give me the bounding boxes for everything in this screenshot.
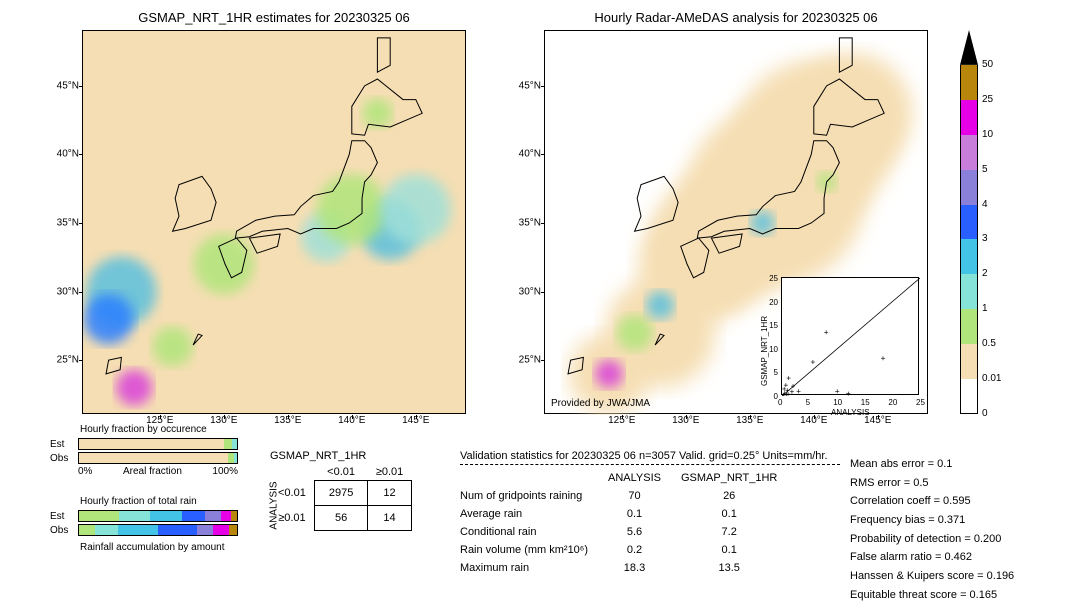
est-label2: Est [50, 511, 78, 522]
est-label: Est [50, 439, 78, 450]
contingency-block: GSMAP_NRT_1HR<0.01≥0.01<0.01297512≥0.015… [270, 450, 366, 464]
occurrence-title: Hourly fraction by occurence [80, 424, 207, 435]
totalrain-est-bar [78, 510, 238, 522]
map1-panel: 45°N40°N35°N30°N25°N125°E130°E135°E140°E… [82, 30, 466, 414]
occ-xlabel: Areal fraction [123, 466, 182, 477]
occurrence-obs-bar [78, 452, 238, 464]
map1-title: GSMAP_NRT_1HR estimates for 20230325 06 [82, 10, 466, 25]
map2-panel: 45°N40°N35°N30°N25°N125°E130°E135°E140°E… [544, 30, 928, 414]
occurrence-est-bar [78, 438, 238, 450]
occ-xright: 100% [212, 466, 238, 477]
totalrain-title: Hourly fraction of total rain [80, 496, 197, 507]
totalrain-caption: Rainfall accumulation by amount [80, 542, 225, 553]
metrics-block: Mean abs error = 0.1RMS error = 0.5Corre… [850, 455, 1014, 605]
obs-label: Obs [50, 453, 78, 464]
map2-title: Hourly Radar-AMeDAS analysis for 2023032… [544, 10, 928, 25]
totalrain-block: Hourly fraction of total rain Est Obs Ra… [50, 510, 238, 538]
validation-block: Validation statistics for 20230325 06 n=… [460, 450, 840, 577]
occ-xleft: 0% [78, 466, 92, 477]
totalrain-obs-bar [78, 524, 238, 536]
obs-label2: Obs [50, 525, 78, 536]
occurrence-block: Hourly fraction by occurence Est Obs 0% … [50, 438, 238, 477]
